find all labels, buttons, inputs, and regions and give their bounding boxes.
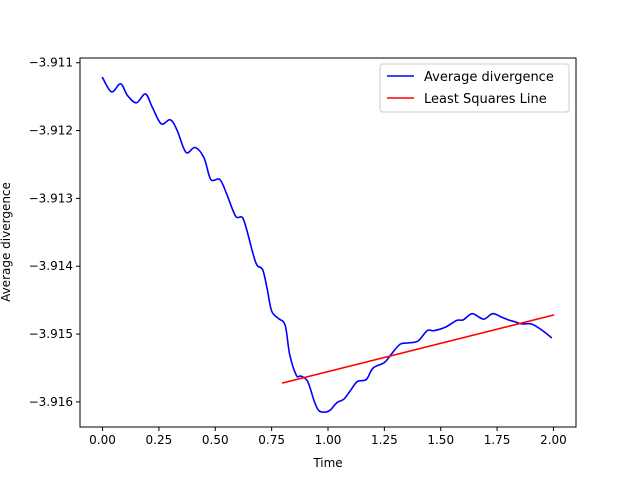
legend-box bbox=[379, 63, 570, 113]
x-tick-label: 0.75 bbox=[258, 433, 285, 447]
x-axis-label: Time bbox=[312, 456, 342, 470]
y-tick-label: −3.912 bbox=[29, 124, 73, 138]
x-tick-label: 1.75 bbox=[484, 433, 511, 447]
legend-label-average-divergence: Average divergence bbox=[424, 70, 554, 85]
y-tick-label: −3.914 bbox=[29, 259, 73, 273]
series-layer bbox=[101, 76, 555, 413]
x-tick-label: 0.00 bbox=[89, 433, 116, 447]
y-tick-label: −3.911 bbox=[29, 56, 73, 70]
x-axis: 0.00 0.25 0.50 0.75 1.00 1.25 1.50 1.75 2.00 bbox=[89, 427, 567, 447]
y-axis-label: Average divergence bbox=[0, 182, 13, 302]
y-tick-label: −3.913 bbox=[29, 191, 73, 205]
series-line-least-squares-line bbox=[281, 314, 555, 384]
x-tick-label: 0.50 bbox=[202, 433, 229, 447]
y-tick-label: −3.915 bbox=[29, 327, 73, 341]
y-tick-label: −3.916 bbox=[29, 395, 73, 409]
y-axis: −3.911 −3.912 −3.913 −3.914 −3.915 −3.916 bbox=[29, 56, 80, 409]
legend-label-least-squares-line: Least Squares Line bbox=[424, 92, 547, 107]
legend: Average divergence Least Squares Line bbox=[379, 63, 570, 113]
x-tick-label: 1.50 bbox=[427, 433, 454, 447]
x-tick-label: 1.25 bbox=[371, 433, 398, 447]
x-tick-label: 2.00 bbox=[540, 433, 567, 447]
x-tick-label: 0.25 bbox=[146, 433, 173, 447]
x-tick-label: 1.00 bbox=[315, 433, 342, 447]
series-line-average-divergence bbox=[101, 76, 553, 413]
